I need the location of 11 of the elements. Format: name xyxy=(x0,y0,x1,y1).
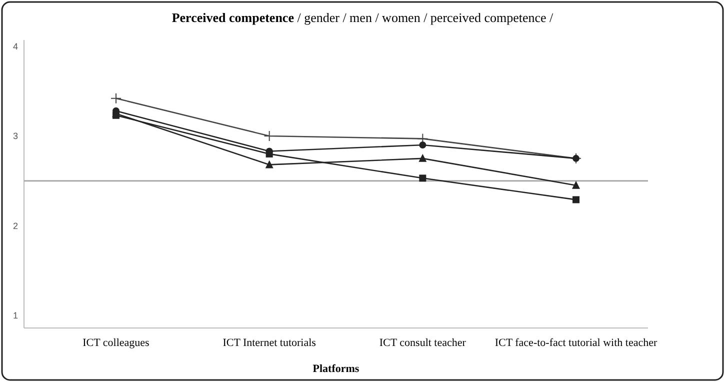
x-tick-label: ICT colleagues xyxy=(82,337,150,349)
x-tick-label: ICT face-to-fact tutorial with teacher xyxy=(494,337,658,349)
y-tick-label: 4 xyxy=(12,41,18,52)
y-tick-label: 3 xyxy=(12,131,18,142)
y-tick-label: 1 xyxy=(12,310,18,321)
y-tick-label: 2 xyxy=(12,220,18,231)
x-tick-label: ICT Internet tutorials xyxy=(222,337,316,349)
chart-title: Perceived competence xyxy=(172,10,294,25)
chart-subtitle: / gender / men / women / perceived competence / xyxy=(294,10,554,25)
x-tick-label: ICT consult teacher xyxy=(379,337,466,349)
x-axis-title: Platforms xyxy=(312,363,360,375)
